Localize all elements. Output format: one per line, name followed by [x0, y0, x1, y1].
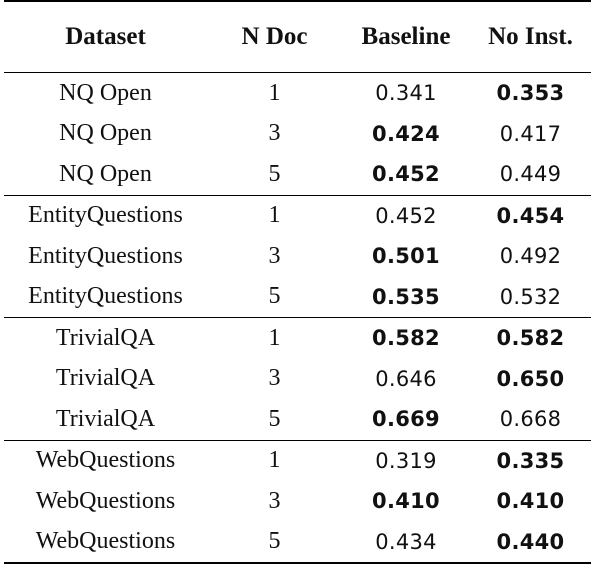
table-row: EntityQuestions 3 0.501 0.492: [4, 236, 591, 277]
table-row: NQ Open 1 0.341 0.353: [4, 73, 591, 114]
cell-dataset: EntityQuestions: [4, 276, 207, 318]
cell-n-doc: 3: [268, 120, 281, 147]
table-row: WebQuestions 5 0.434 0.440: [4, 521, 591, 564]
cell-dataset: EntityQuestions: [28, 202, 183, 229]
table-row: NQ Open 3 0.424 0.417: [4, 114, 591, 155]
cell-no-inst: 0.417: [499, 121, 562, 146]
cell-dataset: TrivialQA: [4, 399, 207, 441]
table-row: NQ Open 5 0.452 0.449: [4, 154, 591, 196]
cell-n-doc: 5: [207, 154, 342, 196]
header-dataset: Dataset: [4, 0, 207, 73]
cell-n-doc: 5: [207, 399, 342, 441]
cell-baseline: 0.535: [342, 276, 470, 318]
cell-dataset: TrivialQA: [55, 324, 156, 351]
cell-baseline: 0.452: [375, 203, 437, 228]
cell-baseline: 0.341: [375, 81, 437, 106]
results-table: Dataset N Doc Baseline No Inst. NQ Open …: [4, 0, 591, 564]
cell-baseline: 0.424: [372, 121, 440, 146]
cell-no-inst: 0.353: [496, 81, 565, 106]
cell-baseline: 0.646: [375, 366, 437, 391]
cell-n-doc: 1: [268, 447, 281, 474]
cell-dataset: WebQuestions: [35, 447, 176, 474]
cell-no-inst: 0.449: [470, 154, 591, 196]
cell-dataset: WebQuestions: [35, 487, 176, 514]
table-row: WebQuestions 1 0.319 0.335: [4, 440, 591, 481]
table-row: EntityQuestions 5 0.535 0.532: [4, 276, 591, 318]
cell-dataset: WebQuestions: [4, 521, 207, 564]
header-row: Dataset N Doc Baseline No Inst.: [4, 0, 591, 73]
cell-baseline: 0.669: [342, 399, 470, 441]
cell-dataset: TrivialQA: [55, 365, 156, 392]
cell-no-inst: 0.492: [499, 244, 562, 269]
table-row: TrivialQA 3 0.646 0.650: [4, 359, 591, 400]
header-no-inst: No Inst.: [470, 0, 591, 73]
cell-no-inst: 0.650: [496, 366, 565, 391]
cell-n-doc: 5: [207, 276, 342, 318]
results-table-container: Dataset N Doc Baseline No Inst. NQ Open …: [4, 0, 591, 564]
table-row: TrivialQA 1 0.582 0.582: [4, 318, 591, 359]
cell-baseline: 0.434: [342, 521, 470, 564]
table-row: EntityQuestions 1 0.452 0.454: [4, 195, 591, 236]
table-body: NQ Open 1 0.341 0.353 NQ Open 3 0.424 0.…: [4, 73, 591, 564]
cell-n-doc: 3: [268, 242, 281, 269]
cell-no-inst: 0.335: [496, 448, 565, 473]
cell-n-doc: 1: [268, 202, 281, 229]
cell-baseline: 0.319: [375, 448, 437, 473]
header-baseline: Baseline: [342, 0, 470, 73]
cell-no-inst: 0.454: [496, 203, 565, 228]
cell-n-doc: 3: [268, 487, 281, 514]
cell-n-doc: 1: [268, 79, 281, 106]
header-n-doc: N Doc: [207, 0, 342, 73]
table-row: TrivialQA 5 0.669 0.668: [4, 399, 591, 441]
cell-dataset: NQ Open: [4, 154, 207, 196]
cell-no-inst: 0.668: [470, 399, 591, 441]
table-header: Dataset N Doc Baseline No Inst.: [4, 0, 591, 73]
cell-dataset: NQ Open: [59, 79, 152, 106]
cell-no-inst: 0.410: [496, 489, 565, 514]
cell-n-doc: 5: [207, 521, 342, 564]
table-row: WebQuestions 3 0.410 0.410: [4, 481, 591, 522]
cell-baseline: 0.410: [372, 489, 440, 514]
cell-n-doc: 3: [268, 365, 281, 392]
cell-n-doc: 1: [268, 324, 281, 351]
cell-dataset: EntityQuestions: [28, 242, 183, 269]
cell-baseline: 0.582: [372, 326, 440, 351]
cell-baseline: 0.452: [342, 154, 470, 196]
cell-no-inst: 0.532: [470, 276, 591, 318]
cell-no-inst: 0.440: [470, 521, 591, 564]
cell-dataset: NQ Open: [59, 120, 152, 147]
cell-baseline: 0.501: [372, 244, 440, 269]
cell-no-inst: 0.582: [496, 326, 565, 351]
